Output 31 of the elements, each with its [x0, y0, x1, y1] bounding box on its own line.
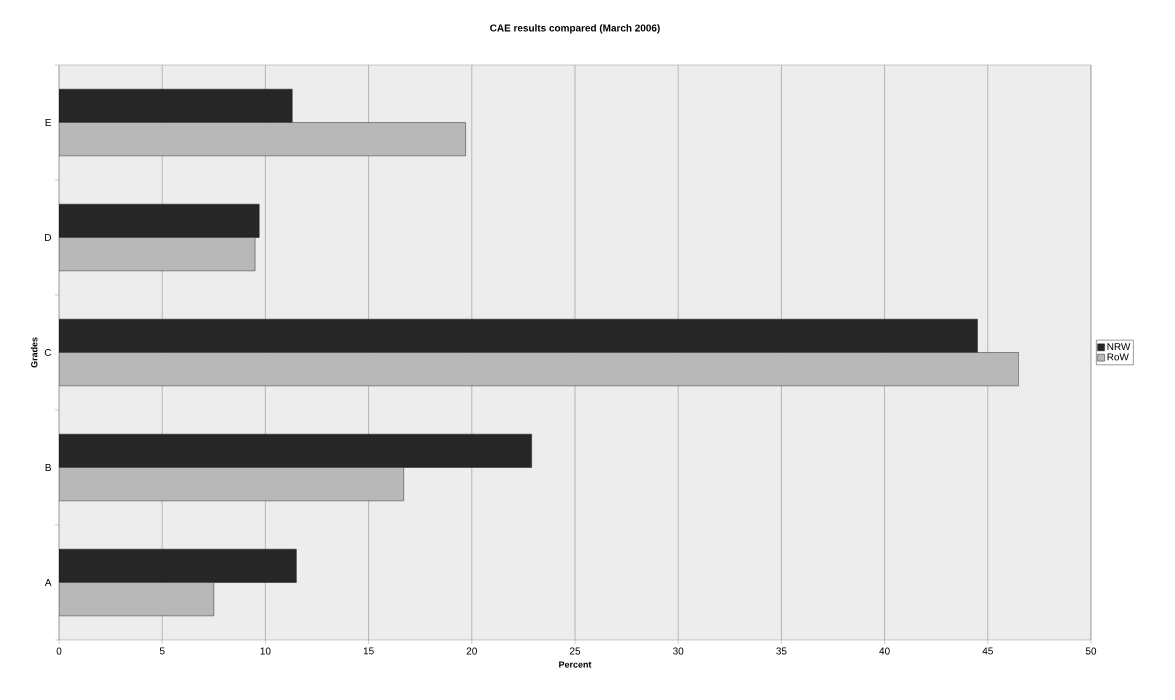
y-tick-label: A — [44, 579, 52, 586]
legend-label: RoW — [1107, 353, 1129, 361]
y-tick-label: E — [45, 119, 52, 126]
bar — [59, 203, 260, 238]
y-tick-label: D — [45, 234, 52, 241]
bar — [59, 548, 297, 583]
x-tick-label: 5 — [159, 647, 165, 655]
bar — [59, 318, 978, 353]
bar — [59, 237, 256, 272]
x-tick-label: 10 — [260, 647, 271, 655]
y-axis-title: Grades — [30, 337, 38, 368]
legend-label: NRW — [1107, 343, 1131, 350]
y-tick-label: B — [45, 464, 51, 471]
bar — [59, 433, 532, 468]
chart-title: CAE results compared (March 2006) — [490, 24, 660, 34]
x-tick-label: 35 — [776, 647, 787, 655]
x-tick-label: 0 — [56, 647, 62, 655]
x-axis-title: Percent — [559, 661, 592, 668]
bar — [59, 352, 1019, 387]
x-tick-label: 20 — [466, 647, 477, 655]
x-tick-label: 45 — [982, 647, 993, 655]
bar — [59, 467, 404, 502]
x-tick-label: 25 — [569, 647, 581, 655]
y-tick-label: C — [44, 348, 52, 357]
x-tick-label: 40 — [879, 647, 890, 655]
x-tick-label: 30 — [673, 647, 684, 655]
bar — [59, 582, 214, 617]
x-tick-label: 15 — [363, 647, 374, 655]
bar — [59, 88, 293, 123]
bar — [59, 122, 466, 157]
x-tick-label: 50 — [1085, 647, 1097, 655]
